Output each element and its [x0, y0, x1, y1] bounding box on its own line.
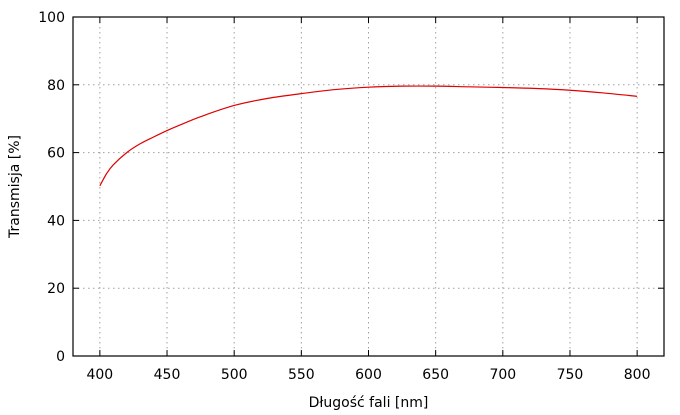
- series: [99, 85, 638, 187]
- x-tick-label: 550: [288, 367, 315, 383]
- transmission-series-line: [99, 85, 638, 187]
- y-tick-label: 100: [38, 10, 65, 26]
- x-tick-label: 700: [489, 367, 516, 383]
- grid: [73, 16, 664, 357]
- x-axis-label: Długość fali [nm]: [309, 395, 429, 411]
- y-tick-label: 80: [47, 78, 65, 94]
- x-tick-label: 600: [355, 367, 382, 383]
- y-tick-label: 60: [47, 146, 65, 162]
- y-axis-label: Transmisja [%]: [7, 135, 23, 239]
- x-tick-label: 750: [557, 367, 584, 383]
- x-tick-label: 500: [221, 367, 248, 383]
- y-tick-label: 0: [56, 349, 65, 365]
- y-tick-label: 20: [47, 281, 65, 297]
- x-tick-label: 400: [86, 367, 113, 383]
- y-tick-labels: 0 20 40 60 80 100: [38, 10, 65, 365]
- y-tick-label: 40: [47, 213, 65, 229]
- x-tick-label: 800: [624, 367, 651, 383]
- plot-frame: [72, 16, 665, 357]
- x-tick-labels: 400 450 500 550 600 650 700 750 800: [86, 367, 650, 383]
- x-tick-label: 450: [154, 367, 181, 383]
- x-tick-label: 650: [422, 367, 449, 383]
